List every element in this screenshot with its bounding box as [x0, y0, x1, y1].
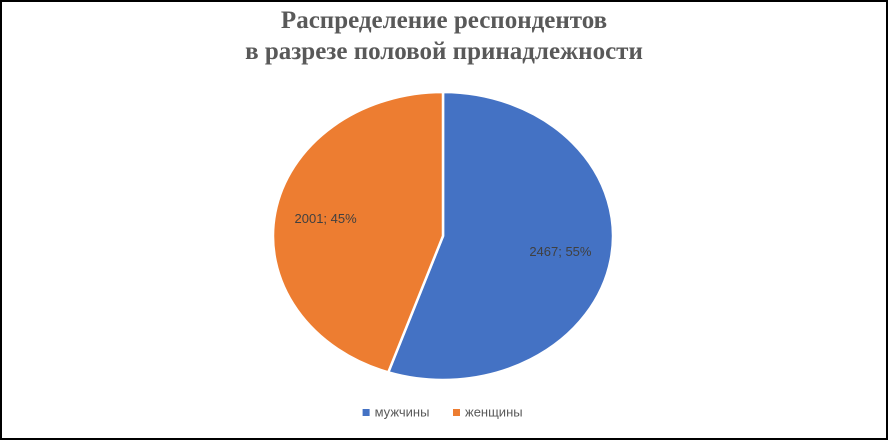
data-label: 2001; 45%: [295, 211, 358, 226]
pie-slice: [386, 90, 615, 382]
chart-title: Распределение респондентов: [281, 7, 607, 34]
legend-label: мужчины: [375, 404, 430, 419]
legend-marker: [453, 409, 460, 416]
legend-label: женщины: [465, 404, 523, 419]
legend-marker: [362, 409, 370, 416]
data-label: 2467; 55%: [529, 244, 592, 259]
chart-title: в разрезе половой принадлежности: [245, 38, 643, 65]
pie-slice: [271, 90, 445, 374]
